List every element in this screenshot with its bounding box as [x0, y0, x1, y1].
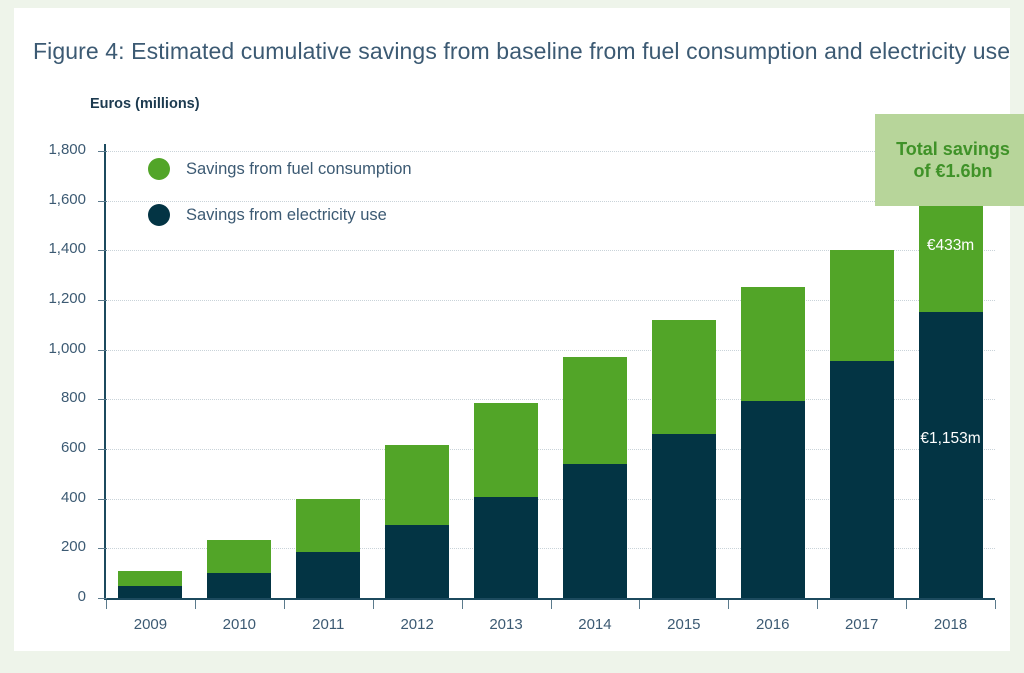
y-axis-tick-label: 600 — [60, 439, 86, 456]
x-axis-line — [104, 598, 995, 600]
bar-column[interactable] — [829, 250, 894, 598]
chart-legend: Savings from fuel consumption Savings fr… — [148, 158, 412, 250]
bar-segment-fuel[interactable] — [651, 320, 716, 435]
x-axis-tick — [639, 600, 641, 609]
legend-item-electricity[interactable]: Savings from electricity use — [148, 204, 412, 226]
bar-value-label: €1,153m — [920, 429, 981, 447]
x-axis-tick-label: 2009 — [133, 616, 168, 633]
x-axis-tick — [906, 600, 908, 609]
chart-plot-area: 0 200 400 600 800 1,000 1,200 1,400 1,600 1,800 €… — [48, 114, 1024, 633]
gridline — [106, 151, 995, 152]
bar-segment-electricity[interactable] — [207, 573, 272, 598]
x-axis-tick — [283, 600, 285, 609]
x-axis-tick — [550, 600, 552, 609]
legend-item-label: Savings from electricity use — [186, 205, 387, 224]
y-axis-tick — [98, 200, 107, 202]
y-axis-tick-label: 1,200 — [48, 290, 86, 307]
x-axis-tick — [728, 600, 730, 609]
y-axis-tick-label: 800 — [60, 389, 86, 407]
x-axis-tick-label: 2017 — [844, 616, 879, 633]
gridline — [106, 548, 995, 550]
circle-icon — [148, 204, 170, 226]
bar-segment-electricity[interactable]: €1,153m — [918, 311, 983, 598]
gridline — [106, 498, 995, 500]
y-axis-tick — [98, 598, 107, 599]
x-axis-tick-label: 2014 — [578, 616, 612, 633]
x-axis-tick — [106, 600, 107, 609]
bar-column[interactable] — [118, 570, 183, 598]
x-axis-tick — [817, 600, 819, 609]
bar-segment-fuel[interactable] — [296, 499, 361, 553]
y-axis-tick — [98, 399, 107, 401]
y-axis-tick — [98, 349, 107, 351]
bar-column[interactable] — [474, 402, 539, 598]
legend-item-fuel[interactable]: Savings from fuel consumption — [148, 158, 412, 180]
bar-column[interactable] — [385, 445, 450, 598]
bar-value-label: €433m — [926, 237, 975, 255]
x-axis-tick-label: 2015 — [667, 616, 701, 633]
gridline — [106, 349, 995, 351]
x-axis-tick-label: 2010 — [222, 616, 257, 633]
callout-line-1: Total savings — [896, 138, 1010, 159]
x-axis-tick — [995, 600, 996, 609]
bar-segment-fuel[interactable] — [474, 402, 539, 498]
x-axis-tick-label: 2016 — [756, 616, 790, 633]
bar-segment-electricity[interactable] — [118, 586, 183, 598]
bar-segment-electricity[interactable] — [651, 434, 716, 598]
page-title: Figure 4: Estimated cumulative savings f… — [33, 38, 1011, 64]
bar-segment-fuel[interactable] — [740, 287, 805, 402]
x-axis-tick-label: 2013 — [489, 616, 523, 633]
x-axis-tick-label: 2012 — [400, 616, 434, 633]
total-savings-callout: Total savings of €1.6bn — [875, 114, 1024, 206]
gridline — [106, 250, 995, 252]
legend-item-label: Savings from fuel consumption — [186, 159, 412, 178]
y-axis-tick — [98, 151, 107, 152]
bar-segment-electricity[interactable] — [740, 401, 805, 598]
gridline — [106, 300, 995, 301]
y-axis-line — [104, 144, 106, 599]
bar-segment-fuel[interactable] — [207, 540, 272, 574]
circle-icon — [148, 158, 170, 180]
y-axis-tick — [98, 498, 107, 500]
x-axis-tick-label: 2018 — [933, 616, 968, 633]
gridline — [106, 449, 995, 450]
bar-segment-fuel[interactable] — [118, 570, 183, 587]
bar-segment-fuel[interactable] — [385, 445, 450, 526]
y-axis-tick-label: 1,000 — [48, 339, 86, 357]
bar-segment-fuel[interactable]: €433m — [918, 204, 983, 312]
callout-text: Total savings of €1.6bn — [896, 138, 1010, 183]
bar-segment-fuel[interactable] — [829, 250, 894, 361]
y-axis-tick — [98, 250, 107, 252]
y-axis-tick — [98, 548, 107, 550]
bar-column[interactable] — [562, 357, 627, 598]
bar-column[interactable] — [207, 540, 272, 598]
y-axis-tick — [98, 449, 107, 450]
y-axis-tick-label: 200 — [60, 538, 86, 556]
x-axis-tick — [194, 600, 196, 609]
gridline — [106, 399, 995, 401]
y-axis-title: Euros (millions) — [90, 96, 200, 112]
bar-column[interactable]: €433m €1,153m — [918, 204, 983, 598]
y-axis-tick-label: 1,400 — [48, 240, 86, 258]
bar-column[interactable] — [296, 499, 361, 598]
callout-line-2: of €1.6bn — [913, 161, 993, 181]
x-axis-tick-label: 2011 — [312, 616, 345, 633]
bar-column[interactable] — [740, 287, 805, 598]
figure-card: Figure 4: Estimated cumulative savings f… — [14, 8, 1024, 651]
gridline — [106, 200, 995, 202]
y-axis-tick-label: 400 — [60, 488, 86, 506]
x-axis-tick — [461, 600, 463, 609]
y-axis-tick — [98, 300, 107, 301]
bar-segment-electricity[interactable] — [829, 360, 894, 598]
x-axis-tick — [372, 600, 374, 609]
bar-segment-electricity[interactable] — [296, 552, 361, 598]
y-axis-tick-label: 0 — [77, 588, 86, 605]
bar-segment-electricity[interactable] — [385, 525, 450, 598]
y-axis-tick-label: 1,600 — [48, 190, 86, 208]
bar-column[interactable] — [651, 320, 716, 598]
bar-segment-electricity[interactable] — [474, 497, 539, 598]
bar-segment-electricity[interactable] — [562, 463, 627, 598]
bar-segment-fuel[interactable] — [562, 357, 627, 464]
y-axis-tick-label: 1,800 — [48, 141, 86, 158]
